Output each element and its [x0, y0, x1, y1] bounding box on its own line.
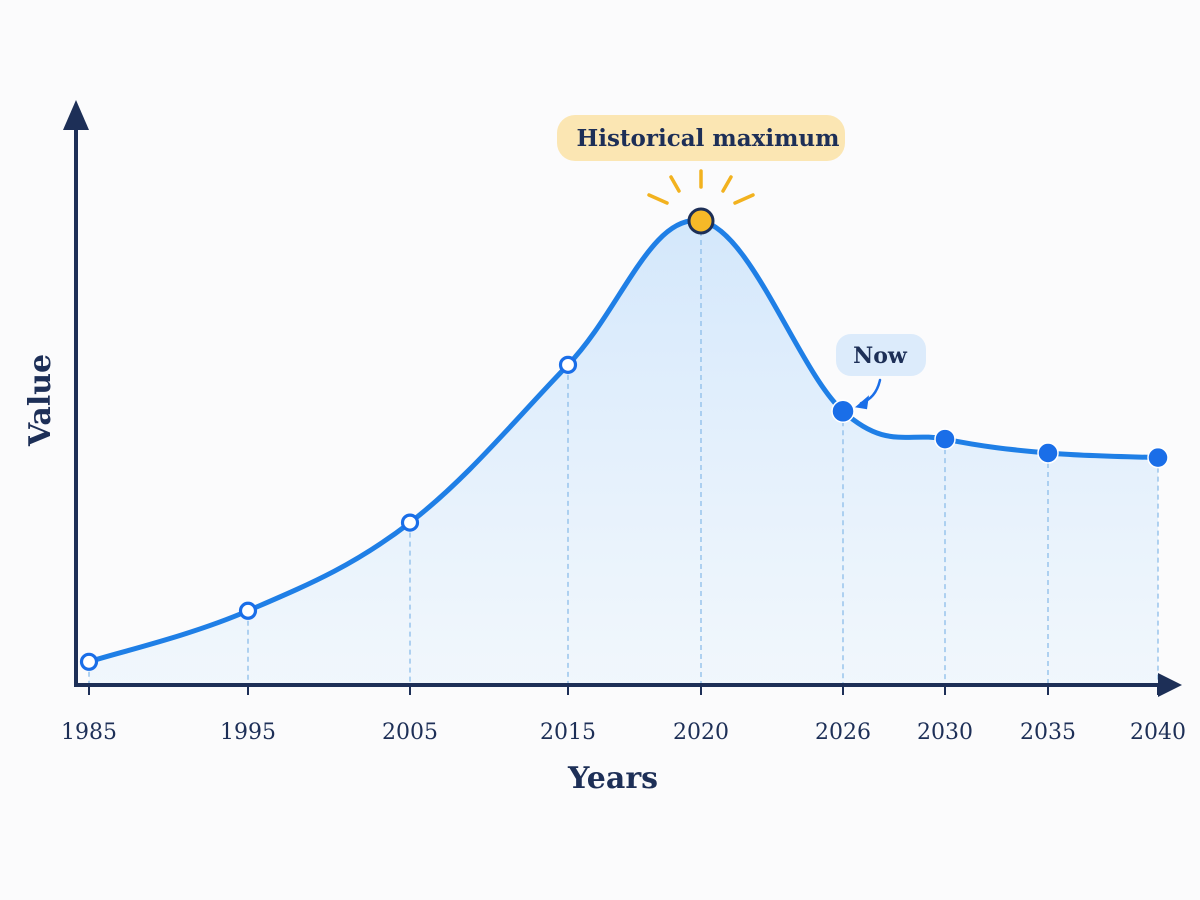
max-ray-2 [669, 175, 681, 193]
data-point-2040 [1147, 446, 1169, 469]
data-point-1985 [79, 652, 99, 671]
x-tick-label-2015: 2015 [540, 720, 596, 745]
max-ray-4 [721, 175, 733, 193]
callout-now-label: Now [853, 343, 908, 369]
x-tick-label-2035: 2035 [1020, 720, 1076, 745]
data-point-2035 [1037, 442, 1059, 464]
x-tick-label-1985: 1985 [61, 720, 117, 745]
data-point-2005 [400, 513, 420, 532]
data-point-1995 [238, 601, 258, 620]
x-tick-label-1995: 1995 [220, 720, 276, 745]
x-axis-title: Years [567, 761, 658, 796]
data-point-2020-maximum [687, 207, 715, 235]
data-point-2026 [831, 399, 855, 423]
x-tick-label-2026: 2026 [815, 720, 871, 745]
callout-maximum-label: Historical maximum [577, 125, 840, 152]
x-tick-label-2040: 2040 [1130, 720, 1186, 745]
y-axis-arrow [63, 100, 89, 130]
data-point-2030 [934, 428, 956, 450]
max-ray-5 [733, 193, 755, 205]
x-tick-label-2030: 2030 [917, 720, 973, 745]
series-line [86, 218, 1161, 665]
area-fill [89, 220, 1158, 685]
data-point-2015 [558, 355, 578, 374]
callout-maximum-pill [557, 115, 845, 161]
x-axis-arrow [1158, 673, 1182, 697]
x-tick-label-2020: 2020 [673, 720, 729, 745]
callout-now-pill [836, 334, 926, 376]
x-tick-label-2005: 2005 [382, 720, 438, 745]
callout-now-arrowhead [855, 395, 869, 410]
max-ray-1 [647, 193, 669, 205]
y-axis-title: Value [23, 354, 58, 447]
